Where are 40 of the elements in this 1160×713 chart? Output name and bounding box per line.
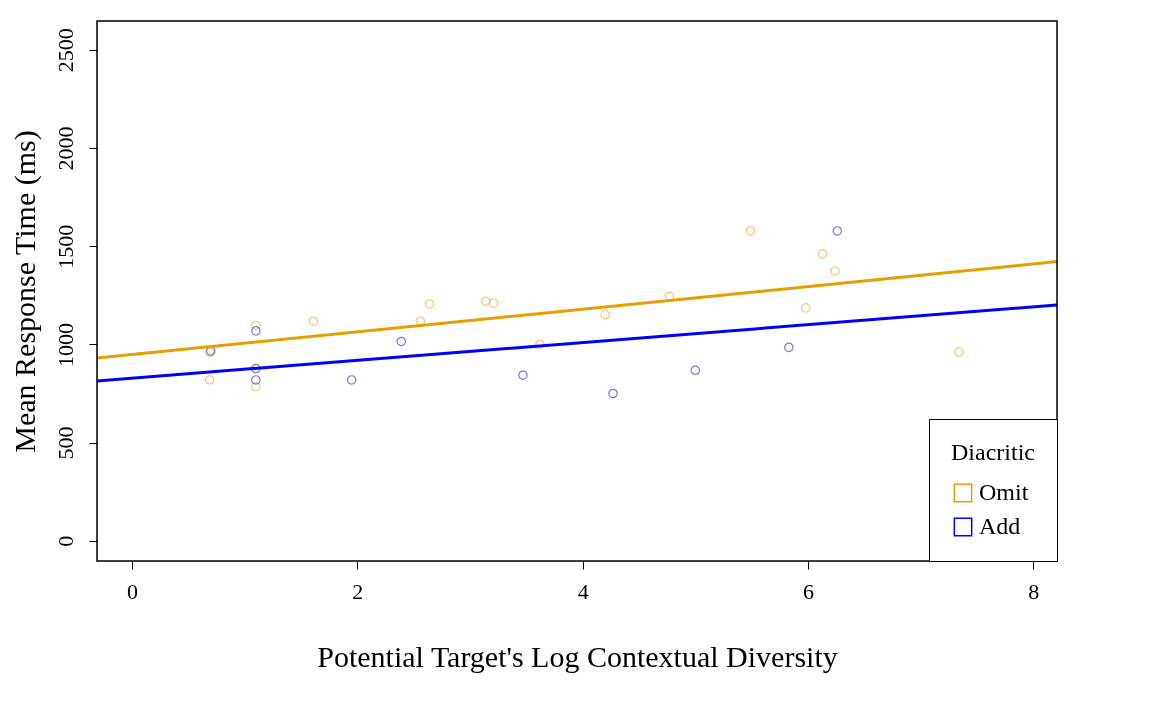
point — [535, 339, 545, 350]
point — [518, 370, 528, 381]
point — [608, 388, 618, 399]
point — [424, 299, 435, 309]
point — [830, 266, 840, 276]
point — [817, 249, 828, 259]
point — [308, 316, 319, 327]
y-tick-label: 1500 — [52, 224, 78, 269]
legend-label: Omit — [979, 479, 1029, 505]
point — [251, 320, 261, 330]
y-tick-label: 1000 — [52, 322, 78, 367]
y-tick-label: 0 — [52, 535, 78, 547]
y-tick-label: 500 — [52, 426, 78, 460]
point — [346, 375, 357, 385]
legend-label: Add — [979, 513, 1021, 539]
point — [954, 347, 964, 357]
y-axis-title: Mean Response Time (ms) — [7, 130, 42, 453]
point — [600, 309, 610, 320]
x-axis-title: Potential Target's Log Contextual Diversity — [317, 639, 838, 673]
point — [251, 326, 261, 336]
x-tick-label: 4 — [577, 578, 589, 604]
point — [488, 298, 499, 308]
x-tick-label: 6 — [802, 578, 814, 604]
point — [690, 365, 701, 376]
x-tick-label: 2 — [352, 578, 364, 604]
point — [251, 363, 261, 374]
y-tick-label: 2000 — [52, 126, 78, 171]
point — [745, 226, 756, 236]
point — [251, 375, 261, 385]
point — [480, 296, 491, 306]
point — [204, 374, 215, 385]
legend-title: Diacritic — [951, 439, 1035, 465]
point — [396, 336, 407, 347]
x-tick-label: 0 — [126, 578, 138, 604]
point — [832, 226, 843, 236]
point — [800, 303, 811, 313]
y-tick-label: 2500 — [52, 28, 78, 73]
point — [784, 342, 794, 353]
point — [251, 382, 261, 392]
x-tick-label: 8 — [1028, 578, 1040, 604]
